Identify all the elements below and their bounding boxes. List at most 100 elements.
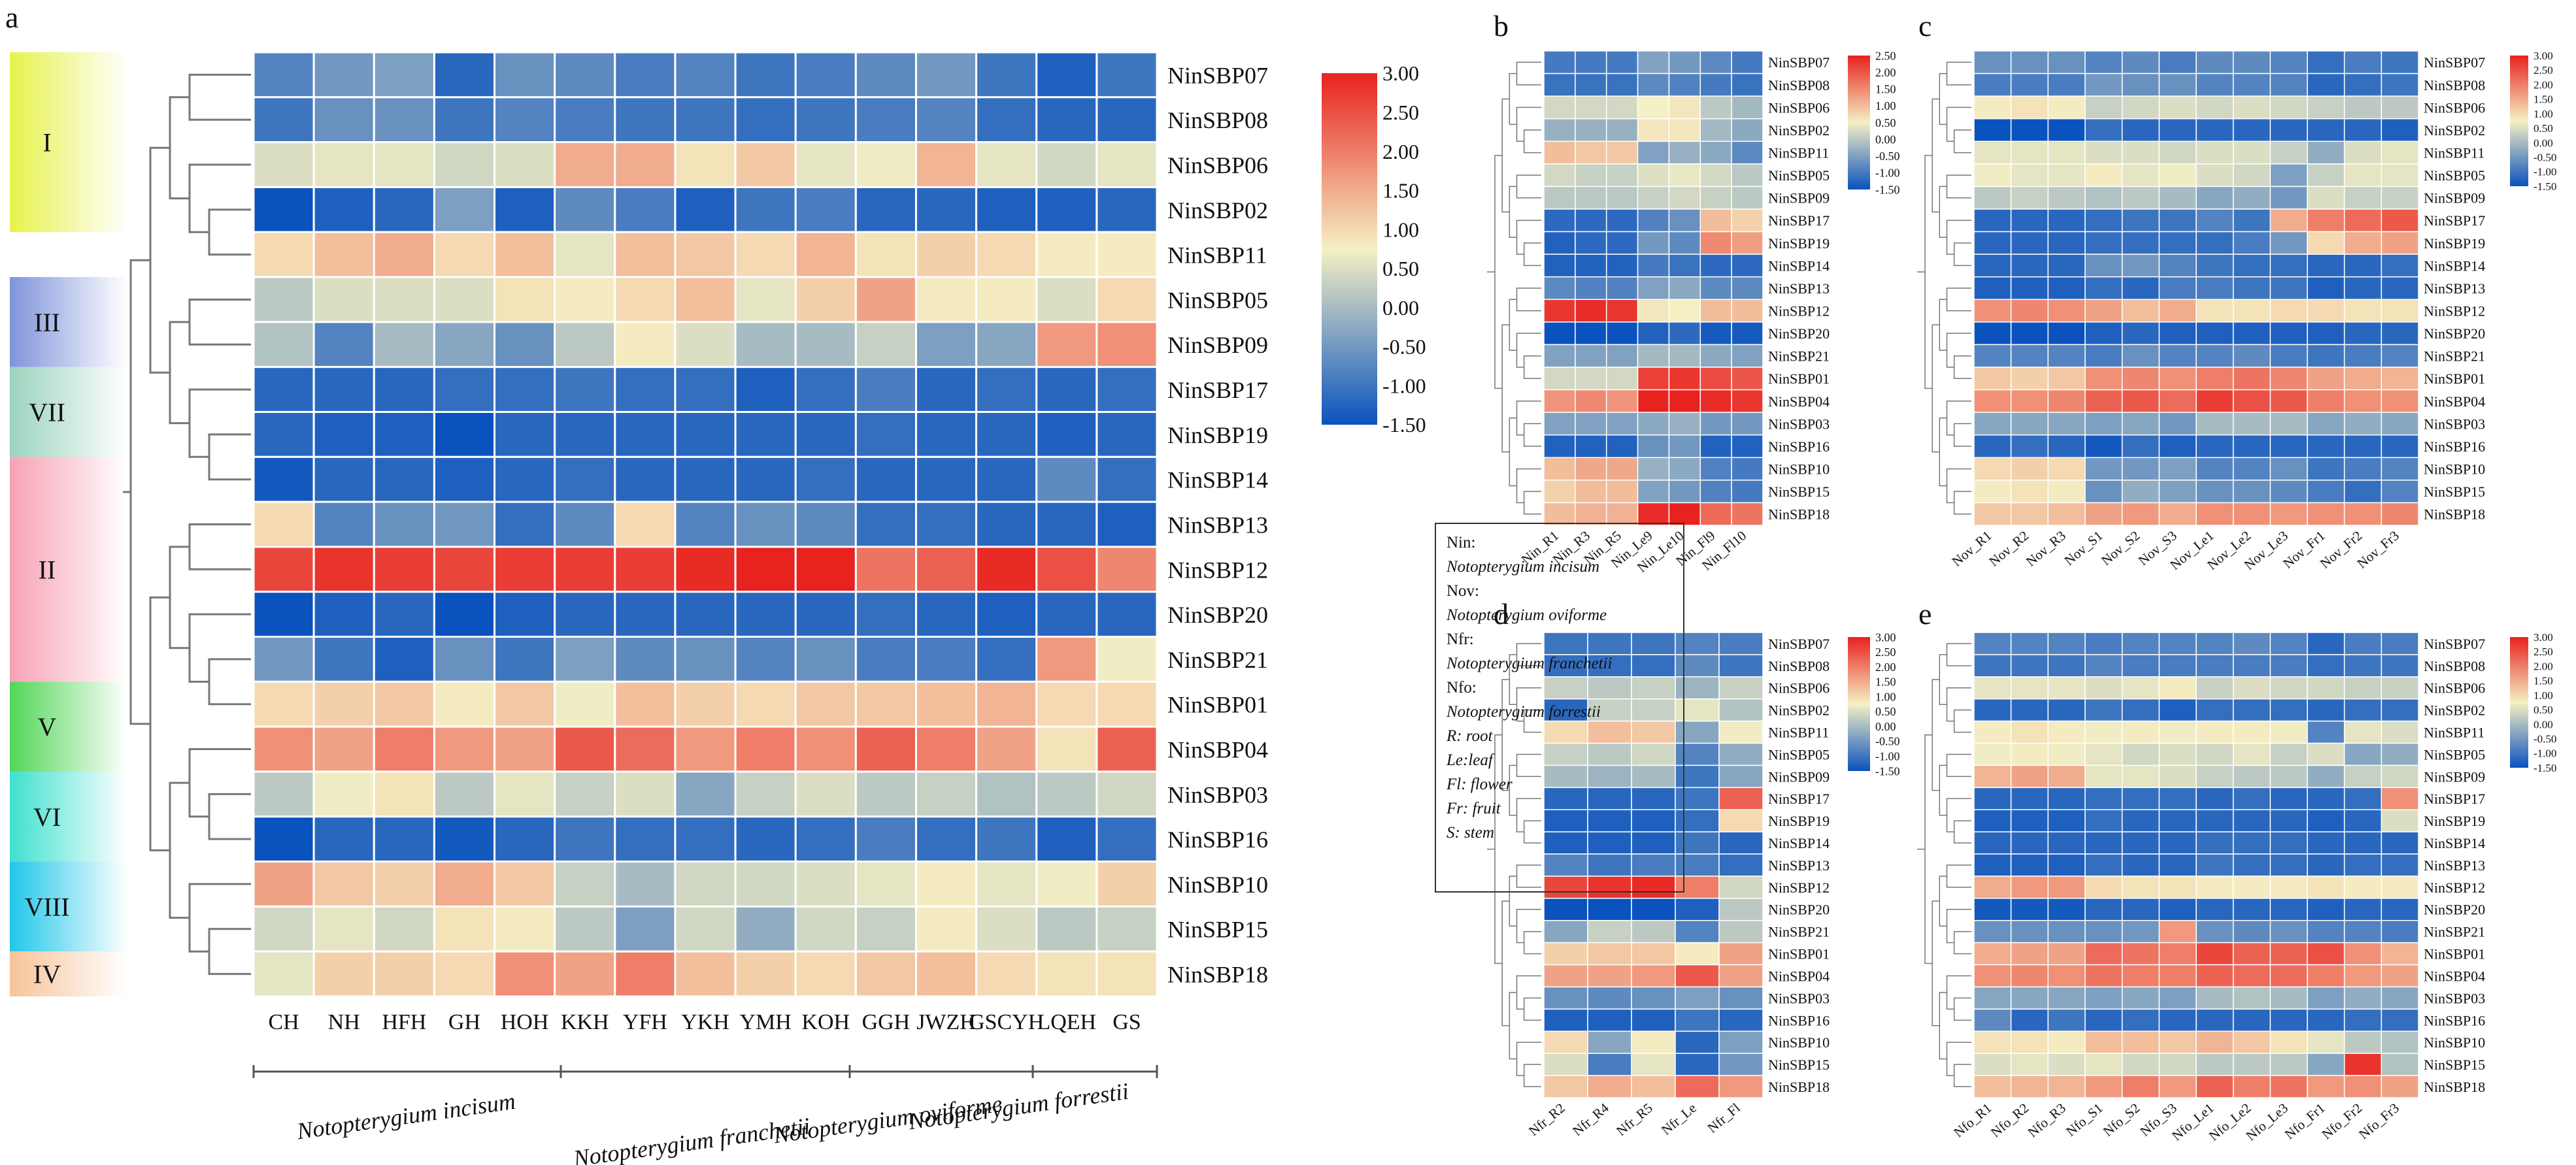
heatmap-cell (312, 861, 375, 908)
heatmap-cell (914, 905, 978, 953)
heatmap-cell (2084, 276, 2123, 301)
row-label: NinSBP12 (1768, 303, 1830, 319)
colorbar-c-tick: 3.00 (2534, 50, 2553, 62)
row-label: NinSBP10 (2424, 1034, 2485, 1051)
heatmap-cell (1587, 831, 1632, 855)
heatmap-cell (1731, 457, 1764, 481)
heatmap-cell (2158, 787, 2197, 810)
heatmap-cell (1605, 163, 1639, 188)
heatmap-cell (1575, 276, 1607, 301)
column-label: Nfo_Fr1 (2282, 1100, 2328, 1142)
colorbar-d-tick: -1.50 (1875, 764, 1900, 778)
heatmap-cell (2047, 73, 2086, 97)
heatmap-cell (1731, 73, 1764, 97)
dendrogram-branch (1946, 333, 1971, 368)
heatmap-cell (1675, 964, 1720, 988)
dendrogram-branch (1501, 679, 1510, 791)
heatmap-cell (2269, 764, 2308, 789)
heatmap-cell (2196, 720, 2234, 744)
heatmap-cell (2158, 654, 2197, 678)
heatmap-cell (2158, 676, 2197, 700)
heatmap-cell (1699, 140, 1732, 165)
heatmap-cell (2158, 942, 2197, 966)
heatmap-cell (734, 770, 797, 818)
dendrogram-branch (1953, 997, 1971, 1021)
heatmap-cell (373, 455, 435, 503)
heatmap-cell (975, 96, 1038, 144)
heatmap-cell (1605, 480, 1639, 504)
heatmap-cell (2307, 1075, 2345, 1098)
heatmap-cell (854, 770, 917, 818)
legend-tissue-fruit: Fr: fruit (1447, 800, 1501, 817)
heatmap-cell (2121, 50, 2160, 74)
heatmap-cell (2269, 344, 2308, 368)
heatmap-cell (1575, 344, 1607, 368)
heatmap-cell (2047, 163, 2086, 188)
heatmap-cell (2084, 920, 2123, 943)
heatmap-cell (2307, 853, 2345, 877)
heatmap-cell (433, 96, 496, 144)
heatmap-cell (2381, 208, 2419, 233)
heatmap-cell (1637, 50, 1670, 74)
heatmap-cell (252, 861, 315, 908)
heatmap-cell (1035, 680, 1098, 728)
heatmap-cell (1543, 876, 1588, 899)
heatmap-cell (493, 231, 556, 278)
heatmap-cell (2121, 73, 2160, 97)
colorbar-a-tick: 1.00 (1382, 218, 1419, 241)
heatmap-cell (2232, 50, 2271, 74)
heatmap-cell (2121, 254, 2160, 278)
heatmap-cell (1718, 920, 1764, 943)
heatmap-cell (373, 636, 435, 683)
heatmap-cell (1668, 480, 1701, 504)
heatmap-cell (914, 815, 978, 863)
heatmap-cell (2232, 276, 2271, 301)
heatmap-cell (2269, 898, 2308, 921)
colorbar-a-tick: 2.00 (1382, 140, 1419, 163)
heatmap-cell (2381, 140, 2419, 165)
legend-nfr-abbr: Nfr: (1447, 631, 1474, 648)
colorbar-c-tick: 2.00 (2534, 78, 2553, 91)
row-label: NinSBP18 (2424, 506, 2485, 523)
heatmap-cell (2381, 163, 2419, 188)
heatmap-cell (1587, 809, 1632, 832)
heatmap-cell (312, 276, 375, 323)
column-label: Nfo_R1 (1950, 1100, 1994, 1140)
heatmap-cell (2343, 853, 2383, 877)
heatmap-cell (2158, 50, 2197, 74)
heatmap-cell (1699, 457, 1732, 481)
row-label: NinSBP07 (2424, 54, 2485, 71)
heatmap-cell (312, 366, 375, 413)
heatmap-cell (2010, 876, 2049, 899)
row-label: NinSBP17 (1768, 791, 1830, 807)
heatmap-cell (1718, 742, 1764, 766)
heatmap-cell (2084, 1075, 2123, 1098)
heatmap-cell (433, 141, 496, 188)
heatmap-cell (1587, 1008, 1632, 1032)
heatmap-cell (1731, 480, 1764, 504)
heatmap-cell (1973, 321, 2012, 346)
heatmap-cell (493, 680, 556, 728)
heatmap-cell (373, 861, 435, 908)
heatmap-cell (2269, 964, 2308, 988)
heatmap-cell (2158, 1075, 2197, 1098)
row-label: NinSBP21 (1167, 647, 1268, 673)
heatmap-cell (1543, 73, 1576, 97)
heatmap-cell (2269, 1030, 2308, 1054)
heatmap-cell (2381, 831, 2419, 855)
heatmap-cell (2381, 698, 2419, 722)
dendrogram-branch (1946, 401, 1971, 436)
heatmap-cell (1575, 118, 1607, 142)
heatmap-cell (1637, 389, 1670, 413)
heatmap-cell (2343, 434, 2383, 459)
heatmap-cell (1637, 118, 1670, 142)
heatmap-cell (2307, 720, 2345, 744)
heatmap-cell (1096, 950, 1158, 998)
heatmap-cell (2381, 1075, 2419, 1098)
heatmap-cell (2343, 654, 2383, 678)
heatmap-cell (674, 186, 737, 233)
heatmap-cell (1096, 725, 1158, 773)
heatmap-cell (2084, 632, 2123, 655)
heatmap-cell (2307, 208, 2345, 233)
heatmap-cell (493, 950, 556, 998)
